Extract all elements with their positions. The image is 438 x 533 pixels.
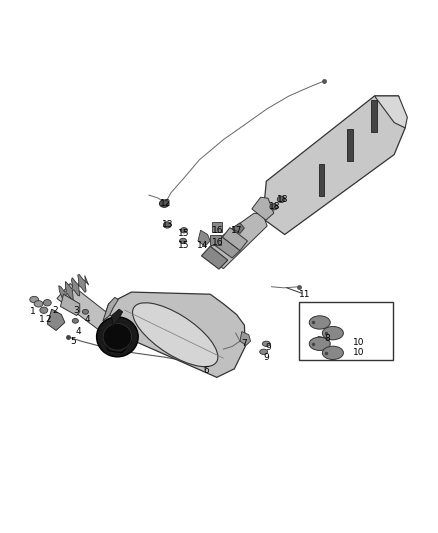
Ellipse shape: [180, 228, 187, 233]
Text: 9: 9: [263, 353, 269, 361]
Polygon shape: [212, 222, 222, 232]
Ellipse shape: [30, 296, 39, 303]
Polygon shape: [215, 237, 240, 258]
Ellipse shape: [72, 318, 78, 323]
Bar: [299, 302, 393, 360]
Polygon shape: [223, 228, 247, 251]
Polygon shape: [240, 332, 251, 345]
Ellipse shape: [270, 204, 278, 210]
Ellipse shape: [133, 303, 218, 367]
Polygon shape: [319, 164, 324, 196]
Ellipse shape: [260, 349, 268, 354]
Text: 14: 14: [197, 241, 208, 249]
Ellipse shape: [262, 341, 270, 346]
Polygon shape: [232, 223, 244, 233]
Text: 10: 10: [353, 349, 365, 357]
Polygon shape: [210, 235, 221, 245]
Text: 6: 6: [203, 366, 209, 375]
Ellipse shape: [163, 222, 171, 228]
Text: 9: 9: [265, 343, 271, 352]
Polygon shape: [263, 96, 405, 235]
Text: 12: 12: [160, 199, 171, 208]
Text: 1: 1: [39, 316, 45, 324]
Polygon shape: [206, 213, 267, 269]
Text: 2: 2: [46, 316, 51, 324]
Ellipse shape: [322, 326, 343, 340]
Polygon shape: [374, 96, 407, 128]
Text: 5: 5: [71, 337, 77, 345]
Polygon shape: [103, 297, 118, 321]
Text: 8: 8: [325, 334, 331, 343]
Ellipse shape: [277, 196, 285, 203]
Text: 18: 18: [269, 203, 281, 211]
Ellipse shape: [43, 300, 51, 306]
Text: 13: 13: [162, 221, 173, 229]
Polygon shape: [47, 309, 65, 330]
Ellipse shape: [180, 238, 187, 244]
Ellipse shape: [309, 337, 330, 351]
Text: 11: 11: [299, 290, 310, 298]
Polygon shape: [198, 230, 210, 246]
Text: 16: 16: [212, 238, 224, 247]
Ellipse shape: [82, 309, 88, 314]
Text: 16: 16: [212, 226, 224, 235]
Polygon shape: [347, 129, 353, 161]
Text: 4: 4: [75, 327, 81, 336]
Text: 15: 15: [178, 241, 190, 249]
Ellipse shape: [103, 324, 132, 350]
Polygon shape: [371, 100, 377, 132]
Polygon shape: [103, 292, 245, 377]
Ellipse shape: [40, 307, 48, 313]
Polygon shape: [60, 294, 80, 316]
Polygon shape: [201, 246, 228, 269]
Text: 4: 4: [85, 316, 90, 324]
Polygon shape: [103, 326, 131, 353]
Text: 3: 3: [74, 306, 80, 314]
Polygon shape: [59, 274, 88, 304]
Ellipse shape: [96, 317, 138, 357]
Text: 18: 18: [277, 196, 288, 204]
Ellipse shape: [159, 200, 169, 207]
Text: 1: 1: [30, 308, 36, 316]
Text: 2: 2: [52, 306, 57, 314]
Ellipse shape: [309, 316, 330, 329]
Ellipse shape: [322, 346, 343, 359]
Text: 10: 10: [353, 338, 365, 346]
Text: 15: 15: [178, 229, 190, 238]
Text: 17: 17: [231, 226, 242, 235]
Ellipse shape: [34, 301, 43, 307]
Polygon shape: [112, 309, 123, 326]
Polygon shape: [252, 197, 274, 220]
Text: 7: 7: [241, 340, 247, 348]
Polygon shape: [57, 284, 116, 335]
